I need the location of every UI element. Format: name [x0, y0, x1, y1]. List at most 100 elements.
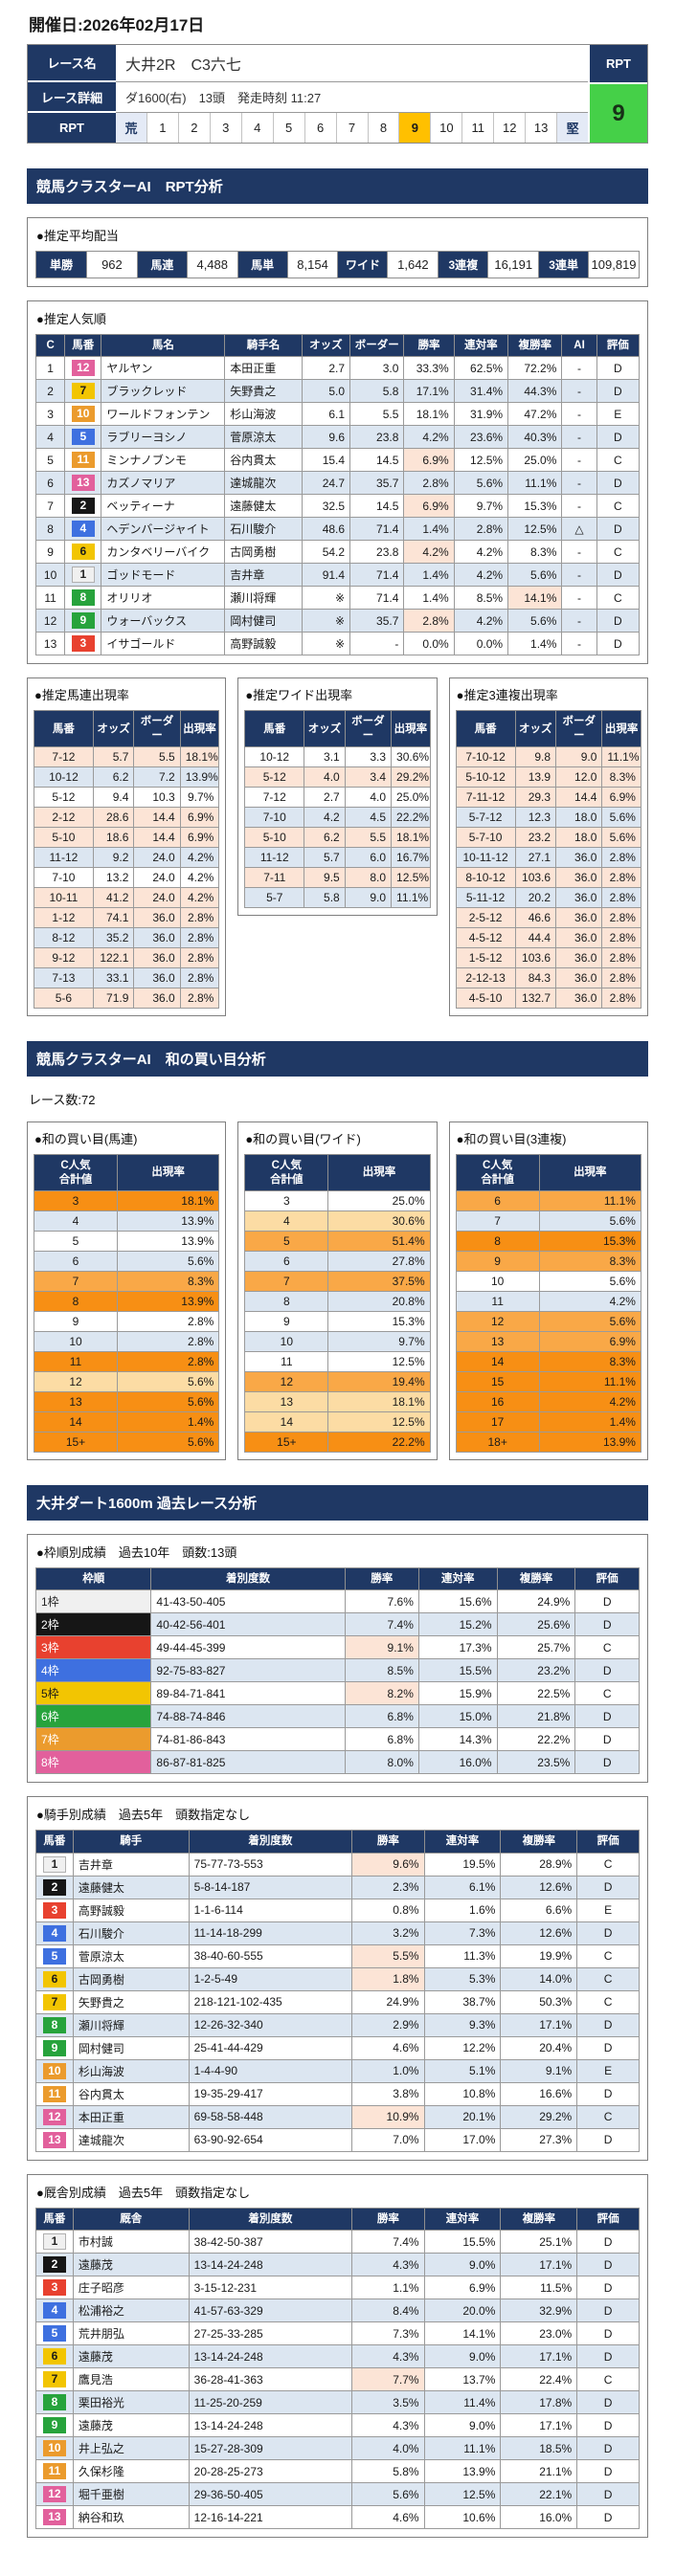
race-info-table: レース名 大井2R C3六七 RPT レース詳細 ダ1600(右) 13頭 発走…	[27, 44, 648, 144]
stable-name-cell: 堀千亜樹	[72, 2482, 190, 2506]
eval-cell: D	[576, 2390, 640, 2414]
odds-cell: 4.0	[304, 766, 346, 788]
table-row: 2-12 28.6 14.4 6.9%	[34, 807, 220, 829]
table-row: 18+ 13.9%	[455, 1431, 641, 1453]
rate-cell: 5.6%	[601, 807, 641, 829]
rate-cell: 4.2%	[179, 887, 220, 909]
table-row: 3 25.0%	[244, 1189, 431, 1211]
show-rate-cell: 11.1%	[507, 471, 563, 496]
rate-cell: 5.6%	[538, 1270, 641, 1292]
table-row: 5-7 5.8 9.0 11.1%	[244, 887, 431, 909]
table-row: 2-5-12 46.6 36.0 2.8%	[455, 907, 641, 929]
rpt-scale-cell: 堅	[556, 113, 589, 143]
odds-cell: 28.6	[92, 807, 135, 829]
waku-label-cell: 2枠	[34, 1612, 152, 1637]
waku-stats-box: ●枠順別成績 過去10年 頭数:13頭 枠順 着別度数 勝率 連対率 複勝率 評価 1枠 41…	[27, 1533, 648, 1784]
horse-number-badge: 3	[71, 635, 95, 653]
jockey-name-cell: 谷内貫太	[224, 448, 303, 473]
rate-cell: 20.8%	[327, 1290, 431, 1312]
quinella-rate-cell: 19.5%	[423, 1852, 502, 1876]
combination-cell: 11-12	[244, 847, 305, 869]
border-cell: 6.0	[344, 847, 393, 869]
table-row: 3 18.1%	[34, 1189, 220, 1211]
rpt-scale-cell: 10	[430, 113, 461, 143]
border-cell: 36.0	[555, 927, 603, 949]
jockey-name-cell: 瀬川将輝	[224, 586, 303, 611]
quinella-rate-cell: 4.2%	[453, 609, 509, 633]
win-rate-cell: 2.8%	[403, 609, 455, 633]
eval-cell: D	[574, 1589, 640, 1614]
table-row: 7 2 ベッティーナ 遠藤健太 32.5 14.5 6.9% 9.7% 15.3% - C	[34, 494, 641, 519]
table-row: 7-12 2.7 4.0 25.0%	[244, 787, 431, 809]
rate-cell: 6.9%	[179, 807, 220, 829]
race-detail-label: レース詳細	[28, 82, 116, 113]
rpt-scale-cell: 荒	[116, 113, 146, 143]
border-cell: 3.3	[344, 746, 393, 768]
table-row: 6 古岡勇樹 1-2-5-49 1.8% 5.3% 14.0% C	[35, 1966, 640, 1991]
horse-number-cell: 1	[35, 1852, 74, 1876]
record-cell: 75-77-73-553	[188, 1852, 353, 1876]
horse-number-badge: 10	[71, 406, 95, 423]
rate-cell: 51.4%	[327, 1230, 431, 1252]
horse-number-cell: 9	[64, 609, 102, 633]
horse-number-cell: 10	[35, 2058, 74, 2083]
rpt-scale-cell: 3	[209, 113, 241, 143]
horse-number-cell: 2	[35, 1875, 74, 1899]
quinella-rate-cell: 2.8%	[453, 517, 509, 542]
record-cell: 92-75-83-827	[150, 1658, 346, 1683]
quinella-rate-cell: 17.3%	[417, 1635, 498, 1660]
odds-cell: 6.2	[92, 766, 135, 788]
horse-number-badge: 1	[42, 1855, 66, 1873]
payout-box: ●推定平均配当 単勝 962 馬連 4,488 馬単 8,154 ワイド 1,642 3連複 16…	[27, 217, 648, 287]
sum-value-cell: 4	[34, 1210, 118, 1232]
odds-cell: 44.4	[514, 927, 557, 949]
waku-label-cell: 5枠	[34, 1681, 152, 1706]
sum-value-cell: 9	[244, 1310, 329, 1332]
odds-cell: 20.2	[514, 887, 557, 909]
quinella-rate-cell: 38.7%	[423, 1989, 502, 2014]
rate-cell: 8.3%	[601, 766, 641, 788]
rank-cell: 4	[34, 425, 66, 450]
quinella-rate-cell: 12.5%	[453, 448, 509, 473]
odds-cell: 12.3	[514, 807, 557, 829]
sum-value-cell: 10	[34, 1330, 118, 1352]
rate-cell: 1.4%	[116, 1410, 220, 1432]
horse-number-badge: 10	[42, 2062, 66, 2079]
horse-number-cell: 3	[35, 2276, 74, 2299]
quinella-rate-cell: 12.2%	[423, 2035, 502, 2060]
win-rate-cell: 18.1%	[403, 402, 455, 427]
table-row: 11 12.5%	[244, 1350, 431, 1372]
payout-value: 1,642	[387, 252, 438, 278]
table-row: 11 2.8%	[34, 1350, 220, 1372]
win-rate-cell: 1.4%	[403, 586, 455, 611]
horse-number-cell: 11	[35, 2081, 74, 2106]
horse-number-badge: 10	[42, 2440, 66, 2456]
odds-cell: ※	[301, 609, 351, 633]
column-header: オッズ	[92, 710, 135, 748]
column-header: 勝率	[351, 2207, 425, 2232]
rate-cell: 30.6%	[327, 1210, 431, 1232]
horse-number-badge: 11	[71, 452, 95, 469]
sum-value-cell: 7	[34, 1270, 118, 1292]
sum-value-cell: 17	[455, 1410, 540, 1432]
column-header: 着別度数	[188, 1830, 353, 1854]
rank-cell: 6	[34, 471, 66, 496]
table-row: 7 5.6%	[455, 1210, 641, 1232]
horse-number-badge: 8	[71, 589, 95, 607]
win-rate-cell: 17.1%	[403, 379, 455, 404]
border-cell: 9.0	[344, 887, 393, 909]
odds-cell: 2.7	[304, 787, 346, 809]
combination-cell: 5-7-10	[455, 827, 516, 849]
rate-cell: 13.9%	[116, 1210, 220, 1232]
win-rate-cell: 8.0%	[344, 1750, 419, 1775]
win-rate-cell: 24.9%	[351, 1989, 425, 2014]
eval-cell: D	[596, 425, 641, 450]
combination-cell: 2-12-13	[455, 967, 516, 989]
show-rate-cell: 24.9%	[496, 1589, 576, 1614]
show-rate-cell: 6.6%	[500, 1898, 578, 1922]
quinella-rate-cell: 9.3%	[423, 2012, 502, 2037]
column-header: 連対率	[423, 1830, 502, 1854]
rate-cell: 2.8%	[601, 907, 641, 929]
win-rate-cell: 3.5%	[351, 2390, 425, 2414]
table-row: 10-11-12 27.1 36.0 2.8%	[455, 847, 641, 869]
